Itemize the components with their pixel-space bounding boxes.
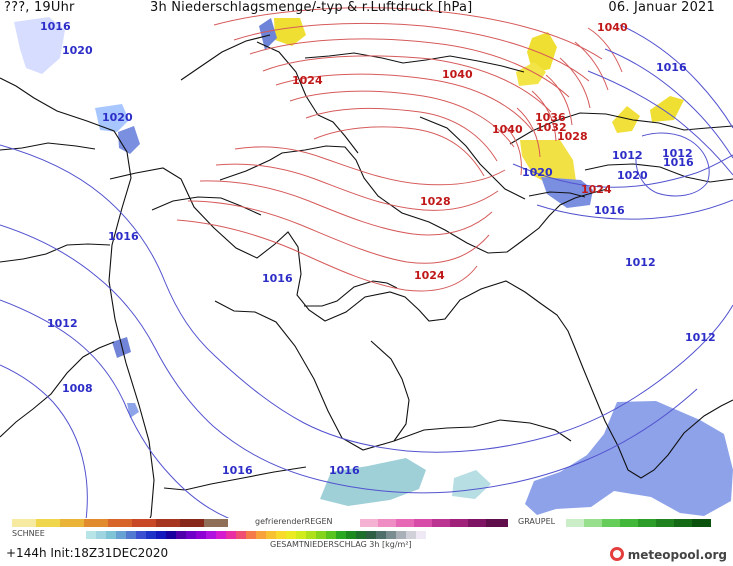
pressure-label-1016-ne2: 1016 bbox=[663, 156, 694, 169]
freezing-rain-label: gefrierenderREGEN bbox=[255, 517, 333, 526]
pressure-label-1040-ne: 1040 bbox=[597, 21, 628, 34]
pressure-label-1028-south: 1028 bbox=[420, 195, 451, 208]
pressure-label-1032: 1032 bbox=[536, 121, 567, 134]
pressure-label-1028-east: 1028 bbox=[557, 130, 588, 143]
low-pressure-isobars bbox=[0, 24, 733, 535]
pressure-label-1020-west: 1020 bbox=[102, 111, 133, 124]
pressure-label-1024-south: 1024 bbox=[414, 269, 445, 282]
pressure-label-1012-east: 1012 bbox=[625, 256, 656, 269]
forecast-time: ???, 19Uhr bbox=[4, 0, 75, 15]
pressure-label-1040-mid: 1040 bbox=[442, 68, 473, 81]
pressure-label-1016-east: 1016 bbox=[594, 204, 625, 217]
legend-area: SCHNEE gefrierenderREGEN GRAUPEL GESAMTN… bbox=[0, 517, 733, 566]
pressure-label-1024-east: 1024 bbox=[581, 183, 612, 196]
total-precip-scale-bar bbox=[86, 531, 642, 539]
pressure-label-1020-nw: 1020 bbox=[62, 44, 93, 57]
pressure-label-1016-south2: 1016 bbox=[329, 464, 360, 477]
pressure-label-1012-ne1: 1012 bbox=[612, 149, 643, 162]
pressure-label-1016-nw: 1016 bbox=[40, 20, 71, 33]
freezing-rain-scale-bar bbox=[360, 519, 508, 527]
pressure-labels: 1040 1040 1024 1036 1032 1028 1040 1028 … bbox=[40, 20, 716, 477]
pressure-label-1012-west: 1012 bbox=[47, 317, 78, 330]
meteopool-logo: meteopool.org bbox=[609, 547, 727, 562]
init-time: +144h Init:18Z31DEC2020 bbox=[6, 546, 169, 560]
brand-text: meteopool.org bbox=[627, 548, 727, 562]
forecast-date: 06. Januar 2021 bbox=[608, 0, 715, 15]
pressure-label-1016-ne: 1016 bbox=[656, 61, 687, 74]
pressure-label-1024-north: 1024 bbox=[292, 74, 323, 87]
high-pressure-isobars bbox=[176, 7, 623, 292]
pressure-label-1008: 1008 bbox=[62, 382, 93, 395]
snow-label: SCHNEE bbox=[12, 529, 45, 538]
pressure-label-1016-south1: 1016 bbox=[222, 464, 253, 477]
map-title: 3h Niederschlagsmenge/-typ & r.Luftdruck… bbox=[150, 0, 473, 15]
total-precip-label: GESAMTNIEDERSCHLAG 3h [kg/m²] bbox=[270, 540, 412, 549]
pressure-label-1012-far-east: 1012 bbox=[685, 331, 716, 344]
pressure-label-1016-west: 1016 bbox=[108, 230, 139, 243]
coastlines bbox=[0, 34, 733, 537]
graupel-scale-bar bbox=[566, 519, 711, 527]
pressure-label-1040-central: 1040 bbox=[492, 123, 523, 136]
meteopool-logo-icon bbox=[609, 547, 624, 561]
pressure-label-1020-central: 1016 bbox=[262, 272, 293, 285]
pressure-label-1020-ne: 1020 bbox=[617, 169, 648, 182]
graupel-label: GRAUPEL bbox=[518, 517, 556, 526]
pressure-label-1012-ne2: 1012 bbox=[662, 147, 693, 160]
pressure-label-1036: 1036 bbox=[535, 111, 566, 124]
pressure-label-1020-east: 1020 bbox=[522, 166, 553, 179]
snow-scale-bar bbox=[12, 519, 228, 527]
